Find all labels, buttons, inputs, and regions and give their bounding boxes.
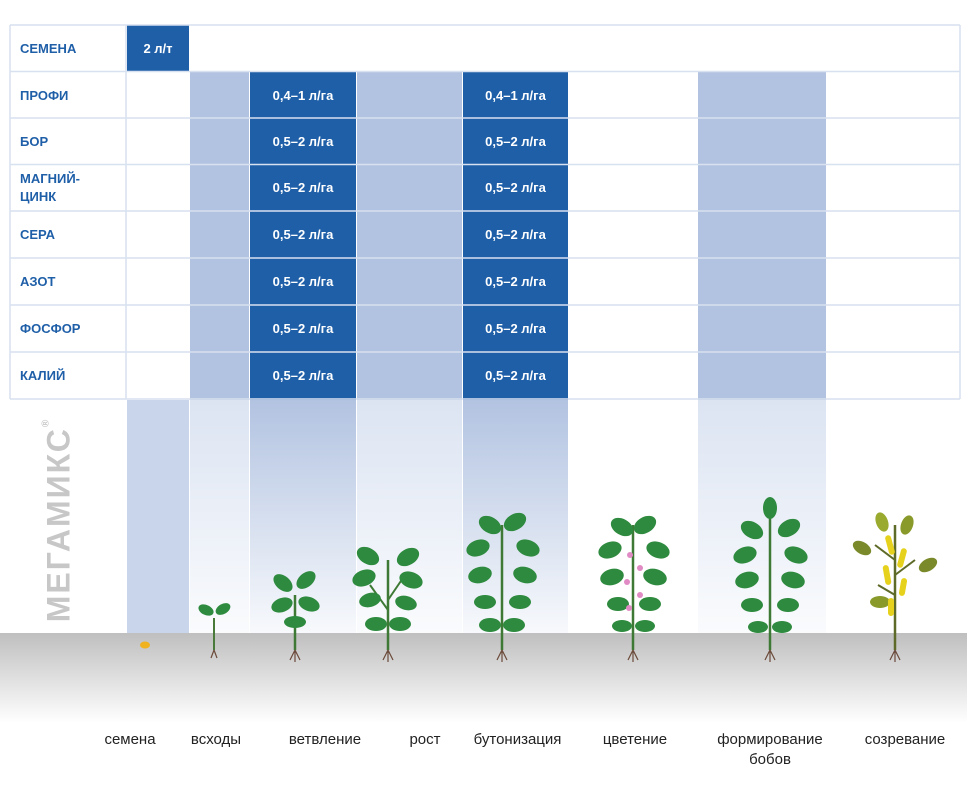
brand-name: МЕГАМИКС	[40, 427, 77, 623]
flowering-plant-icon	[598, 515, 670, 662]
light-col-growth	[357, 72, 462, 400]
dose-potassium-budding: 0,5–2 л/га	[485, 368, 546, 383]
ripening-plant-icon	[852, 512, 938, 662]
row-label-profi: ПРОФИ	[20, 87, 69, 103]
soil	[0, 633, 967, 723]
dose-nitrogen-budding: 0,5–2 л/га	[485, 274, 546, 289]
dose-magnesium-zinc-branching: 0,5–2 л/га	[272, 180, 334, 195]
dose-boron-budding: 0,5–2 л/га	[485, 133, 546, 149]
row-label-seeds: СЕМЕНА	[20, 40, 77, 56]
dose-col-budding	[463, 72, 568, 400]
dose-seed-cell	[127, 25, 189, 71]
column-pods	[698, 400, 826, 633]
stage-label-branching: ветвление	[288, 731, 362, 748]
column-sprouts	[190, 400, 249, 633]
dose-profi-branching: 0,4–1 л/га	[272, 87, 334, 103]
seed-icon	[140, 641, 150, 649]
dose-magnesium-zinc-budding: 0,5–2 л/га	[485, 180, 546, 195]
row-label-magnesium-zinc: МАГНИЙ- ЦИНК	[20, 170, 80, 204]
row-label-boron: БОР	[20, 133, 49, 149]
dose-nitrogen-branching: 0,5–2 л/га	[272, 274, 334, 289]
dose-phosphorus-branching: 0,5–2 л/га	[272, 321, 334, 336]
row-label-nitrogen: АЗОТ	[20, 274, 56, 289]
stage-label-flowering: цветение	[602, 731, 668, 748]
table-grid	[9, 24, 961, 400]
dose-profi-budding: 0,4–1 л/га	[485, 87, 546, 103]
row-label-phosphorus: ФОСФОР	[20, 321, 81, 336]
dose-sulfur-branching: 0,5–2 л/га	[272, 227, 334, 242]
dose-col-branching	[250, 72, 356, 400]
sprout-icon	[198, 603, 231, 659]
column-branching	[250, 400, 356, 633]
light-col-pods	[698, 72, 826, 400]
dose-seeds: 2 л/т	[143, 40, 173, 56]
stage-label-ripening: созревание	[864, 731, 946, 748]
dose-potassium-branching: 0,5–2 л/га	[272, 368, 334, 383]
growth-plant-icon	[352, 546, 423, 662]
stage-label-seeds: семена	[104, 731, 156, 748]
light-col-sprouts	[190, 72, 249, 400]
stage-label-pod-formation: формирование бобов	[717, 731, 823, 768]
brand-logo: МЕГАМИКС®	[41, 418, 78, 622]
dose-boron-branching: 0,5–2 л/га	[272, 133, 334, 149]
column-seed	[127, 400, 189, 633]
row-label-sulfur: СЕРА	[20, 227, 55, 242]
dose-phosphorus-budding: 0,5–2 л/га	[485, 321, 546, 336]
pod-formation-plant-icon	[733, 497, 808, 662]
plants	[198, 497, 938, 662]
stage-label-budding: бутонизация	[473, 731, 562, 748]
branching-plant-icon	[271, 571, 320, 662]
dose-sulfur-budding: 0,5–2 л/га	[485, 227, 546, 242]
registered-mark: ®	[40, 417, 52, 428]
budding-plant-icon	[466, 512, 540, 662]
stage-label-sprouts: всходы	[190, 731, 242, 748]
stage-label-growth: рост	[409, 731, 441, 748]
row-label-potassium: КАЛИЙ	[20, 368, 66, 383]
